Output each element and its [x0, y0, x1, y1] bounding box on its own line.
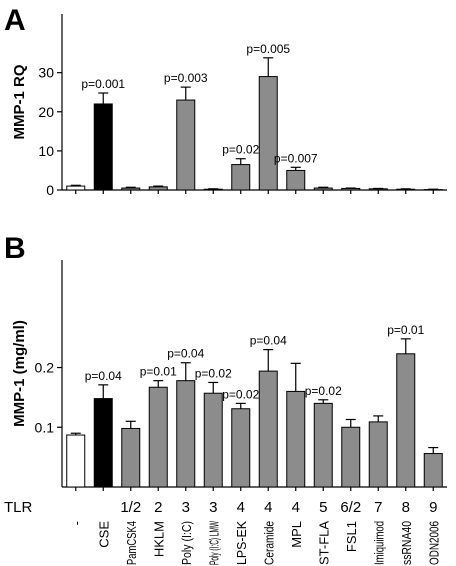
bar	[258, 370, 278, 488]
bar	[203, 392, 223, 488]
tlr-label: 4	[237, 499, 245, 516]
x-tick-label: -	[69, 521, 84, 525]
x-tick-label: PamCSK4	[124, 521, 139, 565]
tlr-row-title: TLR	[4, 499, 33, 516]
error-bar	[70, 184, 81, 187]
bar	[258, 76, 278, 191]
error-bar	[125, 186, 136, 189]
p-value: p=0.005	[246, 42, 290, 56]
y-tick-label: 10	[38, 143, 54, 159]
bar	[286, 390, 306, 488]
error-bar	[290, 166, 301, 171]
p-value: p=0.02	[305, 384, 342, 398]
error-bar	[180, 86, 191, 101]
tlr-label: 3	[209, 499, 217, 516]
y-tick-label: 20	[38, 104, 54, 120]
error-bar	[400, 338, 411, 354]
p-value: p=0.003	[164, 71, 208, 85]
x-tick-label: LPS-EK	[234, 521, 249, 565]
x-tick-label: Poly (I:C)	[179, 521, 194, 565]
y-axis-title: MMP-1 RQ	[11, 64, 28, 139]
y-tick-label: 0.2	[35, 360, 55, 376]
y-tick-label: 0.1	[35, 419, 55, 435]
error-bar	[290, 362, 301, 392]
tlr-label: 1/2	[120, 499, 141, 516]
p-value: p=0.01	[387, 323, 424, 337]
tlr-label: 9	[429, 499, 437, 516]
bar	[341, 187, 361, 191]
y-axis-title: MMP-1 (mg/ml)	[11, 320, 28, 427]
bar	[93, 398, 113, 488]
error-bar	[235, 158, 246, 165]
p-value: p=0.001	[81, 77, 125, 91]
p-value: p=0.02	[195, 366, 232, 380]
bar	[423, 453, 443, 488]
p-value: p=0.02	[222, 387, 259, 401]
x-tick-label: MPL	[289, 521, 304, 548]
bar	[66, 185, 86, 191]
x-tick-label: Imiquimod	[371, 521, 386, 565]
tlr-label: 3	[182, 499, 190, 516]
bar	[313, 187, 333, 191]
p-value: p=0.04	[250, 334, 287, 348]
p-value: p=0.04	[85, 369, 122, 383]
error-bar	[318, 399, 329, 404]
bar	[313, 402, 333, 488]
x-tick-label: CSE	[96, 521, 111, 548]
tlr-label: 6/2	[340, 499, 361, 516]
error-bar	[345, 418, 356, 428]
p-value: p=0.02	[222, 143, 259, 157]
x-tick-label: Ceramide	[261, 521, 276, 565]
tlr-label: 5	[319, 499, 327, 516]
error-bar	[428, 446, 439, 454]
bar	[231, 408, 251, 488]
error-bar	[373, 415, 384, 422]
x-tick-label: ODN2006	[426, 521, 441, 565]
bar	[93, 103, 113, 191]
bar	[121, 427, 141, 488]
tlr-label: 4	[292, 499, 300, 516]
error-bar	[98, 384, 109, 399]
panel-letter: B	[4, 232, 26, 265]
x-tick-label: ssRNA40	[399, 521, 414, 565]
error-bar	[180, 362, 191, 381]
bar	[341, 426, 361, 488]
error-bar	[70, 432, 81, 436]
bar	[286, 169, 306, 191]
x-tick-label: ST-FLA	[316, 521, 331, 565]
tlr-label: 4	[264, 499, 272, 516]
p-value: p=0.04	[167, 347, 204, 361]
bar	[368, 421, 388, 488]
bar	[231, 164, 251, 191]
p-value: p=0.01	[140, 365, 177, 379]
error-bar	[235, 402, 246, 409]
bar	[396, 353, 416, 488]
error-bar	[125, 420, 136, 429]
error-bar	[318, 186, 329, 189]
error-bar	[153, 380, 164, 388]
x-tick-label: HKLM	[151, 521, 166, 557]
bar	[66, 434, 86, 488]
y-tick-label: 0	[46, 182, 54, 198]
tlr-label: 8	[402, 499, 410, 516]
x-tick-label: Poly (I:C) LMW	[206, 521, 221, 565]
error-bar	[263, 349, 274, 372]
error-bar	[98, 92, 109, 104]
panel-letter: A	[4, 4, 26, 37]
p-value: p=0.007	[274, 151, 318, 165]
error-bar	[208, 381, 219, 394]
error-bar	[263, 57, 274, 77]
tlr-label: 7	[374, 499, 382, 516]
tlr-label: 2	[154, 499, 162, 516]
bar	[148, 386, 168, 488]
bar	[176, 99, 196, 191]
bar	[121, 187, 141, 191]
bar	[176, 380, 196, 488]
error-bar	[153, 185, 164, 187]
x-tick-label: FSL1	[344, 521, 359, 552]
bar	[148, 186, 168, 191]
y-tick-label: 30	[38, 65, 54, 81]
